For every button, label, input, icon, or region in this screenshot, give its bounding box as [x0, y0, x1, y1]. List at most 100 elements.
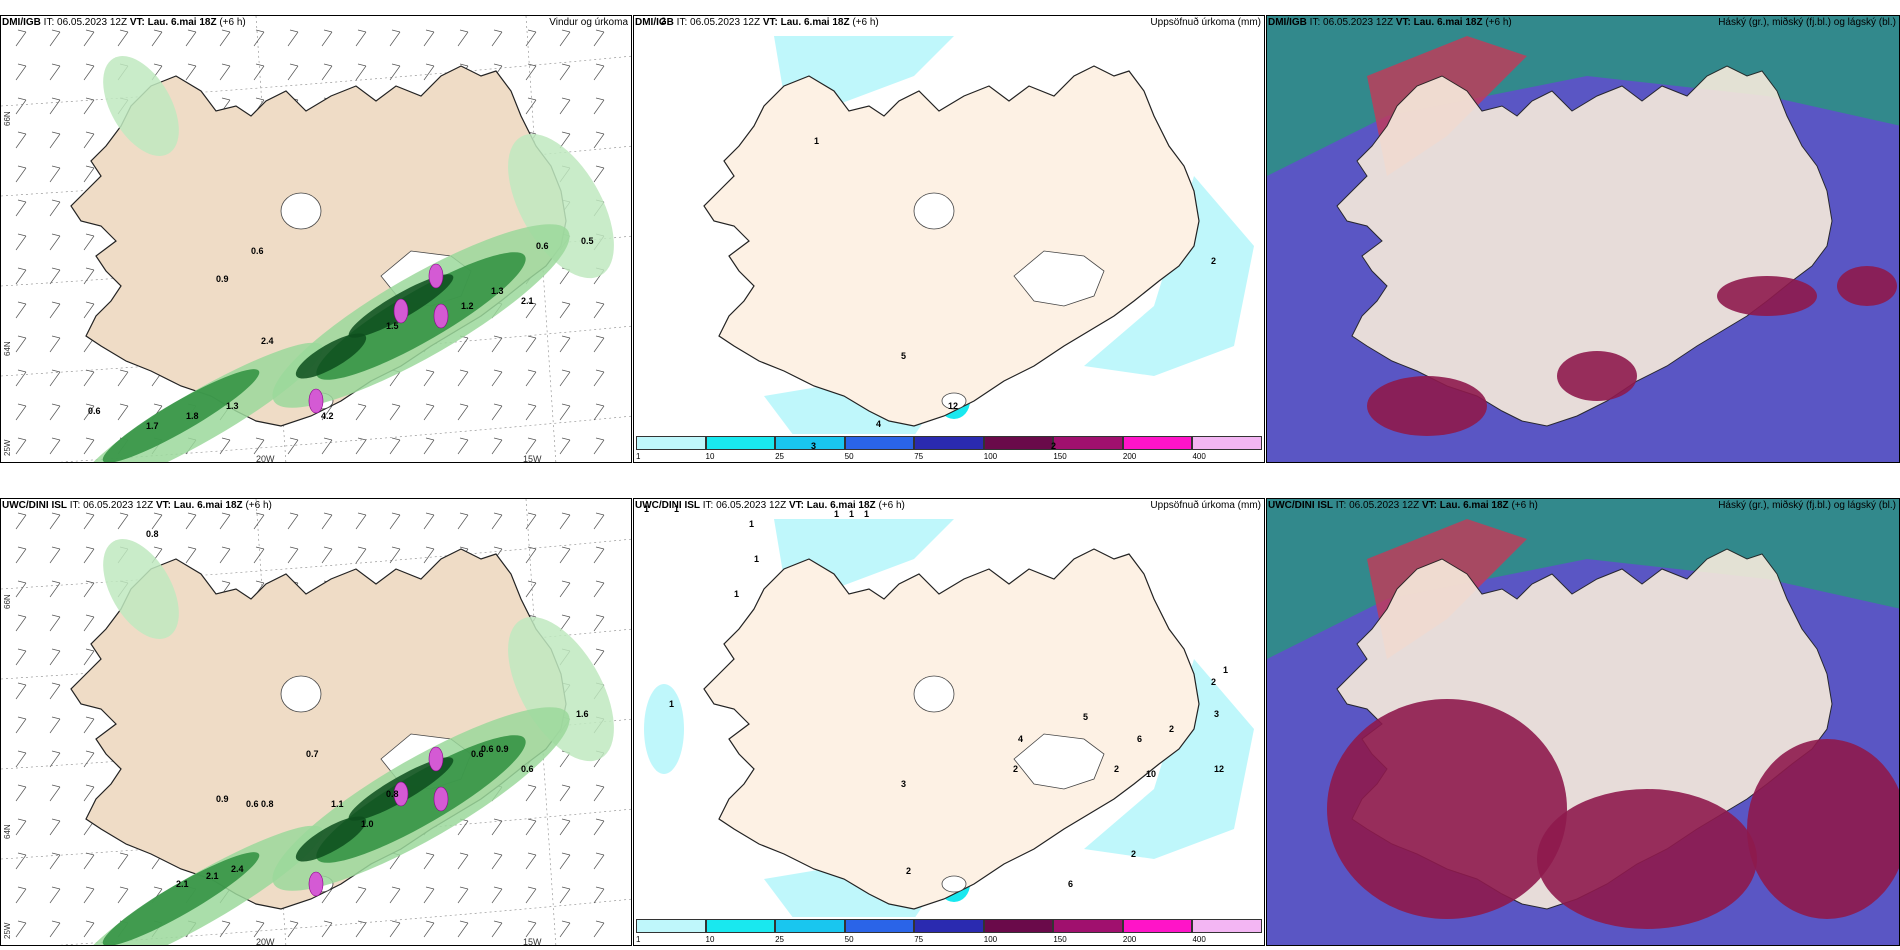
wind-barb: [559, 786, 571, 802]
wind-barb-flag: [561, 512, 571, 516]
wind-barb: [355, 405, 367, 421]
wind-barb-flag: [459, 29, 469, 33]
wind-barb-flag: [391, 29, 401, 33]
wind-barb-flag: [561, 546, 571, 550]
wind-barb: [219, 922, 231, 938]
precip-value-label: 0.6: [251, 246, 264, 256]
precip-value-label: 1.0: [361, 819, 374, 829]
wind-barb-flag: [391, 63, 401, 67]
wind-barb: [525, 786, 537, 802]
wind-barb-flag: [85, 301, 95, 305]
colorbar-swatch: [1192, 436, 1262, 450]
wind-barb: [15, 31, 27, 47]
precip-value-label: 0.9: [216, 274, 229, 284]
wind-barb: [15, 65, 27, 81]
wind-barb-flag: [17, 29, 27, 33]
wind-barb-flag: [493, 29, 503, 33]
wind-barb: [525, 371, 537, 387]
precip-value-label: 10: [1146, 769, 1157, 779]
wind-barb: [15, 922, 27, 938]
wind-barb: [389, 854, 401, 870]
wind-barb: [457, 514, 469, 530]
wind-barb: [15, 371, 27, 387]
precip-shading: [79, 539, 614, 945]
wind-barb: [491, 405, 503, 421]
wind-barb: [185, 31, 197, 47]
colorbar-tick-label: 400: [1192, 935, 1206, 944]
wind-barb: [457, 820, 469, 836]
wind-barb: [355, 514, 367, 530]
wind-barb-flag: [527, 818, 537, 822]
wind-barb: [457, 854, 469, 870]
wind-barb-flag: [357, 886, 367, 890]
precip-value-label: 1: [669, 699, 675, 709]
wind-barb: [49, 888, 61, 904]
wind-barb-flag: [51, 920, 61, 924]
wind-barb: [321, 922, 333, 938]
low-cloud-dense: [1717, 276, 1817, 316]
precip-value-label: 2.4: [261, 336, 274, 346]
wind-barb-flag: [561, 335, 571, 339]
glacier-myrdalsjokull: [941, 392, 967, 410]
wind-barb-flag: [51, 784, 61, 788]
wind-barb-flag: [357, 546, 367, 550]
wind-barb-flag: [561, 63, 571, 67]
wind-barb: [83, 99, 95, 115]
low-cloud-dense: [1747, 739, 1899, 919]
map-svg: [1, 16, 631, 462]
wind-barb-flag: [255, 920, 265, 924]
precip-value-label: 1.7: [146, 421, 159, 431]
wind-barb: [117, 514, 129, 530]
wind-barb-flag: [119, 403, 129, 407]
wind-barb-flag: [221, 546, 231, 550]
wind-barb: [15, 650, 27, 666]
wind-barb: [423, 854, 435, 870]
wind-barb: [15, 337, 27, 353]
wind-barb: [593, 820, 605, 836]
wind-barb-flag: [561, 437, 571, 441]
wind-barb-flag: [289, 920, 299, 924]
wind-barb-flag: [85, 63, 95, 67]
wind-barb-flag: [289, 546, 299, 550]
wind-barb: [83, 548, 95, 564]
precip-value-label: 0.6: [481, 744, 494, 754]
glacier-langjokull: [913, 675, 955, 713]
wind-barb: [525, 99, 537, 115]
wind-barb-flag: [391, 512, 401, 516]
wind-barb: [593, 31, 605, 47]
wind-barb-flag: [323, 29, 333, 33]
precip-value-label: 1: [734, 589, 740, 599]
wind-barb-flag: [51, 131, 61, 135]
precip-value-label: 0.6: [536, 241, 549, 251]
colorbar-tick-label: 75: [914, 935, 924, 944]
wind-barb-flag: [221, 97, 231, 101]
wind-barb-flag: [527, 920, 537, 924]
colorbar-swatch: [1192, 919, 1262, 933]
wind-barb: [559, 65, 571, 81]
precip-value-label: 1: [814, 136, 820, 146]
wind-barb: [15, 684, 27, 700]
wind-barb-flag: [425, 403, 435, 407]
model-name: UWC/DINI ISL: [1268, 500, 1333, 511]
colorbar-swatch: [705, 919, 776, 933]
wind-barb-flag: [17, 63, 27, 67]
wind-barb-flag: [425, 920, 435, 924]
wind-barb: [83, 371, 95, 387]
wind-barb: [117, 371, 129, 387]
wind-barb-flag: [391, 403, 401, 407]
colorbar-tick-label: 50: [844, 935, 854, 944]
colorbar-swatch: [983, 436, 1054, 450]
wind-barb: [15, 718, 27, 734]
wind-barb-flag: [119, 29, 129, 33]
wind-barb: [593, 786, 605, 802]
wind-barb: [491, 439, 503, 455]
wind-barb-flag: [493, 512, 503, 516]
panel-title: Uppsöfnuð úrkoma (mm): [1150, 500, 1261, 511]
wind-barb: [49, 582, 61, 598]
precip-value-label: 2: [1211, 256, 1217, 266]
precip-value-label: 1: [864, 509, 870, 519]
wind-barb: [321, 65, 333, 81]
wind-barb: [117, 405, 129, 421]
wind-barb-flag: [85, 920, 95, 924]
wind-barb-flag: [17, 546, 27, 550]
